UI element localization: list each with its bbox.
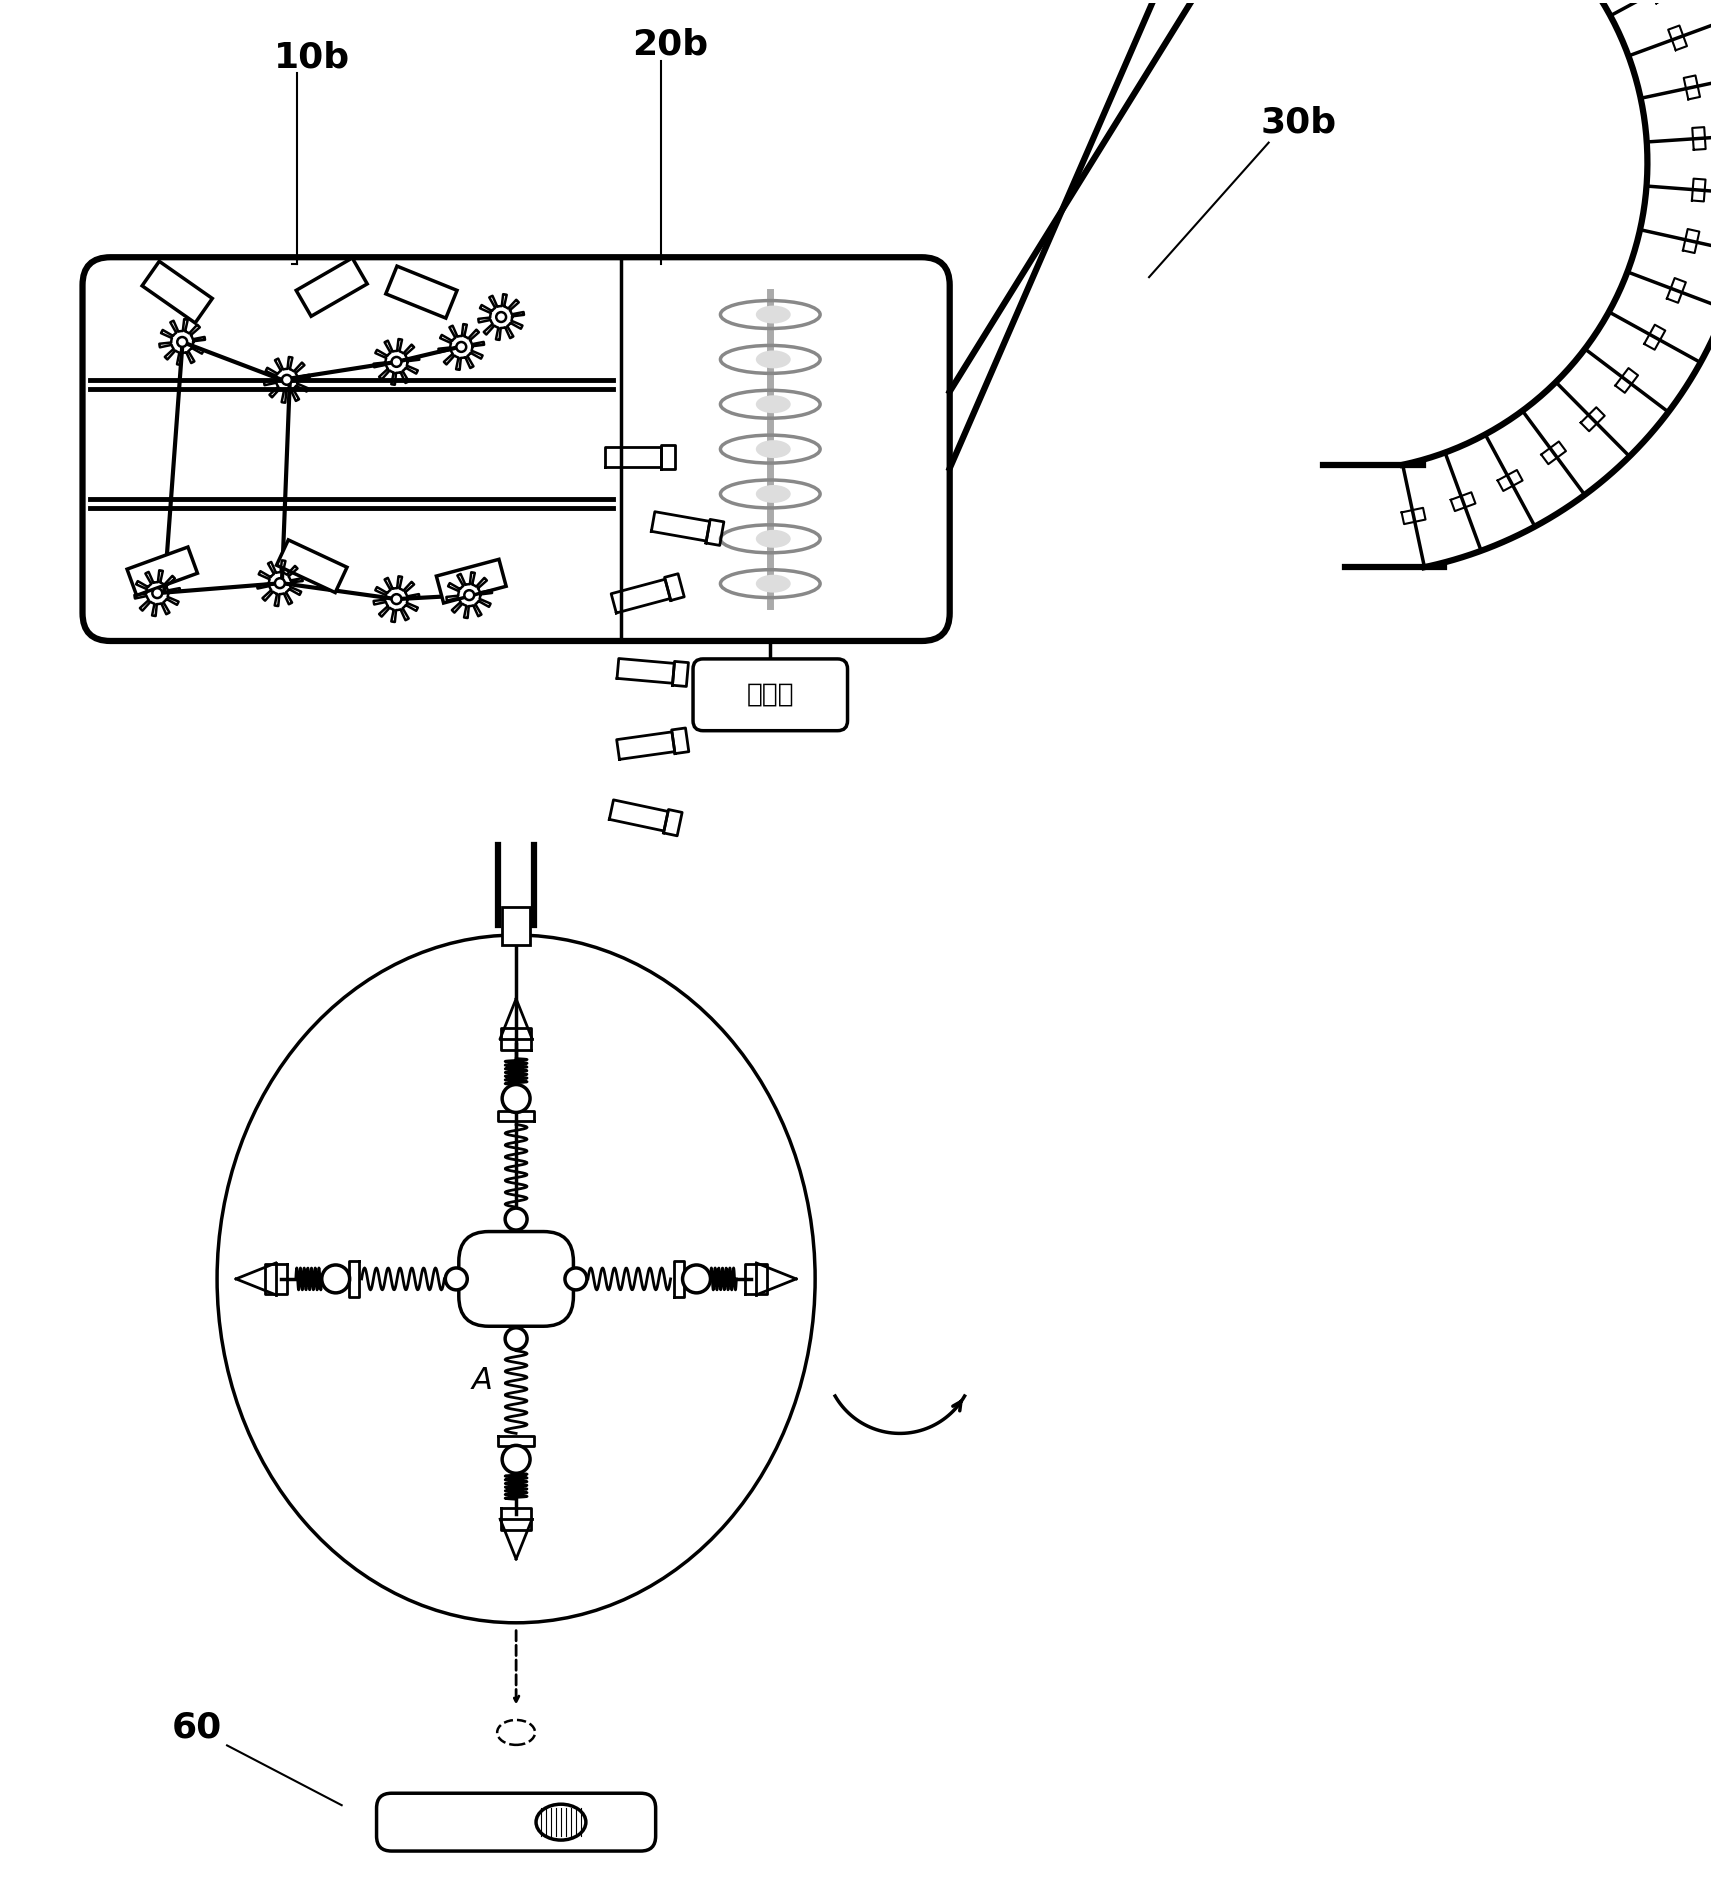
Text: A: A xyxy=(471,1365,492,1394)
Polygon shape xyxy=(502,907,530,945)
Ellipse shape xyxy=(756,351,790,368)
Circle shape xyxy=(177,338,187,347)
Circle shape xyxy=(456,341,466,353)
Circle shape xyxy=(506,1328,528,1350)
Circle shape xyxy=(502,1445,530,1473)
Polygon shape xyxy=(297,258,367,317)
Circle shape xyxy=(153,588,163,598)
Circle shape xyxy=(281,375,291,385)
FancyBboxPatch shape xyxy=(82,256,950,641)
Circle shape xyxy=(391,356,401,366)
Polygon shape xyxy=(127,547,197,596)
Circle shape xyxy=(566,1267,586,1290)
Ellipse shape xyxy=(756,396,790,413)
Circle shape xyxy=(682,1266,711,1294)
FancyBboxPatch shape xyxy=(459,1232,574,1326)
FancyBboxPatch shape xyxy=(692,658,847,730)
Circle shape xyxy=(497,311,506,323)
Polygon shape xyxy=(437,560,506,604)
Polygon shape xyxy=(386,266,458,319)
Ellipse shape xyxy=(756,530,790,547)
Text: 10b: 10b xyxy=(274,41,350,75)
Circle shape xyxy=(274,579,285,588)
FancyBboxPatch shape xyxy=(377,1794,656,1850)
Text: 电动机: 电动机 xyxy=(747,683,794,707)
Ellipse shape xyxy=(756,485,790,504)
Circle shape xyxy=(464,590,475,600)
Polygon shape xyxy=(142,262,213,323)
Ellipse shape xyxy=(756,306,790,324)
Ellipse shape xyxy=(756,575,790,592)
Polygon shape xyxy=(276,539,346,592)
Circle shape xyxy=(391,594,401,604)
Circle shape xyxy=(502,1084,530,1113)
Circle shape xyxy=(446,1267,468,1290)
Text: 60: 60 xyxy=(171,1711,223,1745)
Ellipse shape xyxy=(756,439,790,458)
Text: 30b: 30b xyxy=(1260,106,1337,140)
Circle shape xyxy=(322,1266,350,1294)
Circle shape xyxy=(506,1209,528,1230)
Text: 20b: 20b xyxy=(632,28,708,62)
